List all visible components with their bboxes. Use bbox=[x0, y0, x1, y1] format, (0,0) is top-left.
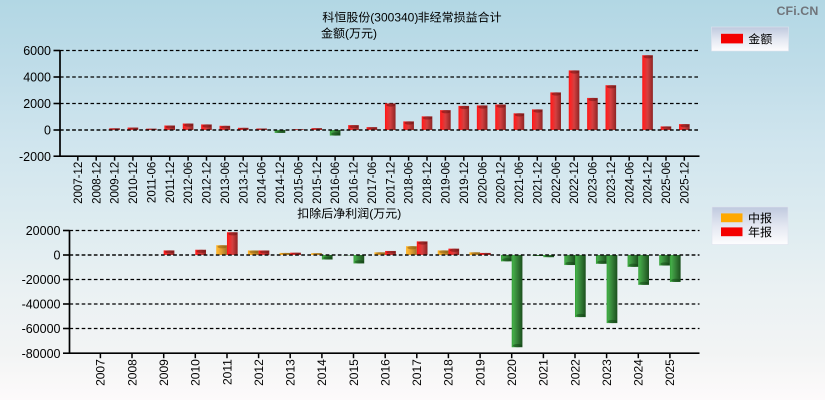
svg-text:(: ( bbox=[345, 27, 349, 41]
svg-text:2011: 2011 bbox=[220, 359, 234, 385]
svg-text:4000: 4000 bbox=[23, 71, 51, 85]
svg-text:2013-12: 2013-12 bbox=[238, 162, 250, 204]
svg-text:(300340): (300340) bbox=[370, 11, 418, 25]
svg-text:CFi.CN: CFi.CN bbox=[777, 4, 819, 18]
svg-text:2020-12: 2020-12 bbox=[496, 162, 508, 204]
svg-text:6000: 6000 bbox=[23, 44, 51, 58]
svg-text:2025: 2025 bbox=[663, 359, 677, 386]
svg-text:2009-12: 2009-12 bbox=[110, 162, 122, 204]
svg-text:0: 0 bbox=[54, 249, 61, 263]
svg-text:2013-06: 2013-06 bbox=[220, 162, 232, 204]
svg-text:2021: 2021 bbox=[537, 359, 551, 386]
svg-text:2024-12: 2024-12 bbox=[643, 162, 655, 204]
svg-text:2017-12: 2017-12 bbox=[385, 162, 397, 204]
svg-text:2024-06: 2024-06 bbox=[624, 162, 636, 204]
svg-text:2014: 2014 bbox=[315, 359, 329, 386]
svg-text:2023-06: 2023-06 bbox=[588, 162, 600, 204]
svg-text:2015: 2015 bbox=[347, 359, 361, 386]
svg-text:2016: 2016 bbox=[379, 359, 393, 386]
svg-text:2018-06: 2018-06 bbox=[404, 162, 416, 204]
svg-text:2020: 2020 bbox=[505, 359, 519, 386]
svg-text:): ) bbox=[373, 27, 377, 41]
svg-text:2016-06: 2016-06 bbox=[330, 162, 342, 204]
svg-text:20000: 20000 bbox=[26, 224, 61, 238]
svg-text:2011-06: 2011-06 bbox=[146, 162, 158, 203]
svg-text:2014-06: 2014-06 bbox=[257, 162, 269, 204]
svg-text:2010-12: 2010-12 bbox=[128, 162, 140, 204]
svg-text:2022-06: 2022-06 bbox=[551, 162, 563, 204]
svg-text:2015-12: 2015-12 bbox=[312, 162, 324, 204]
svg-text:2019: 2019 bbox=[473, 359, 487, 386]
svg-text:2025-12: 2025-12 bbox=[679, 162, 691, 204]
svg-text:2012-12: 2012-12 bbox=[202, 162, 214, 204]
svg-text:-40000: -40000 bbox=[22, 298, 61, 312]
svg-text:2020-06: 2020-06 bbox=[477, 162, 489, 204]
svg-text:2019-06: 2019-06 bbox=[441, 162, 453, 204]
svg-text:2008-12: 2008-12 bbox=[91, 162, 103, 204]
svg-text:2015-06: 2015-06 bbox=[294, 162, 306, 204]
svg-text:0: 0 bbox=[44, 124, 51, 138]
svg-text:-20000: -20000 bbox=[22, 273, 61, 287]
svg-text:2011-12: 2011-12 bbox=[165, 162, 177, 203]
svg-text:2017-06: 2017-06 bbox=[367, 162, 379, 204]
svg-text:2019-12: 2019-12 bbox=[459, 162, 471, 204]
svg-text:2010: 2010 bbox=[189, 359, 203, 386]
svg-text:2012: 2012 bbox=[252, 359, 266, 386]
svg-text:2012-06: 2012-06 bbox=[183, 162, 195, 204]
svg-text:2000: 2000 bbox=[23, 97, 51, 111]
svg-text:2022: 2022 bbox=[568, 359, 582, 386]
svg-text:2013: 2013 bbox=[284, 359, 298, 386]
svg-text:-60000: -60000 bbox=[22, 322, 61, 336]
svg-text:2018: 2018 bbox=[442, 359, 456, 386]
svg-text:2018-12: 2018-12 bbox=[422, 162, 434, 204]
svg-text:-80000: -80000 bbox=[22, 347, 61, 361]
svg-text:2024: 2024 bbox=[632, 359, 646, 386]
svg-text:2023-12: 2023-12 bbox=[606, 162, 618, 204]
svg-text:2008: 2008 bbox=[125, 359, 139, 386]
svg-text:2023: 2023 bbox=[600, 359, 614, 386]
svg-text:2022-12: 2022-12 bbox=[569, 162, 581, 204]
svg-text:-2000: -2000 bbox=[19, 150, 51, 164]
svg-text:): ) bbox=[397, 207, 401, 221]
svg-text:2007-12: 2007-12 bbox=[73, 162, 85, 204]
svg-text:2021-12: 2021-12 bbox=[532, 162, 544, 204]
svg-text:2007: 2007 bbox=[94, 359, 108, 386]
svg-text:2014-12: 2014-12 bbox=[275, 162, 287, 204]
svg-text:2009: 2009 bbox=[157, 359, 171, 386]
svg-text:2016-12: 2016-12 bbox=[349, 162, 361, 204]
svg-text:(: ( bbox=[369, 207, 373, 221]
svg-text:2025-06: 2025-06 bbox=[661, 162, 673, 204]
svg-text:2017: 2017 bbox=[410, 359, 424, 386]
svg-text:2021-06: 2021-06 bbox=[514, 162, 526, 204]
